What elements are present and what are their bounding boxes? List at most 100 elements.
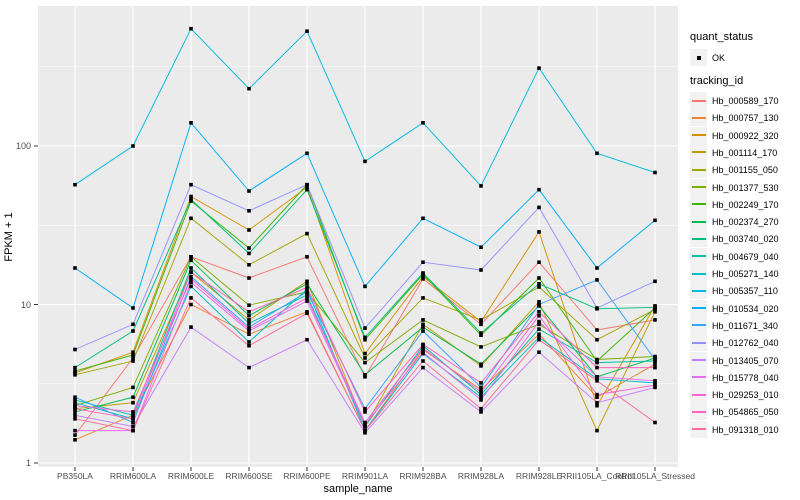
data-point [131, 329, 135, 333]
data-point [131, 359, 135, 363]
legend-item-label: Hb_001155_050 [712, 165, 778, 176]
data-point [73, 433, 77, 437]
y-tick-label: 100 [15, 141, 31, 151]
legend-item-label: Hb_091318_010 [712, 424, 779, 435]
data-point [131, 410, 135, 414]
data-point [363, 410, 367, 414]
x-tick-label: RRIM600LA [109, 471, 157, 481]
data-point [421, 318, 425, 322]
data-point [131, 395, 135, 399]
data-point [421, 121, 425, 125]
data-point [595, 278, 599, 282]
data-point [131, 420, 135, 425]
data-point [305, 182, 309, 187]
data-point [305, 285, 309, 290]
legend-item-label: Hb_000589_170 [712, 96, 779, 106]
data-point [73, 413, 77, 418]
legend-key-box [690, 403, 707, 421]
data-point [247, 327, 251, 331]
data-point [653, 365, 657, 370]
data-point [73, 403, 77, 408]
data-point [363, 326, 367, 330]
legend-key-box [690, 265, 707, 282]
data-point [189, 274, 193, 279]
data-point [537, 66, 541, 70]
data-point [537, 327, 541, 331]
line-glyph-icon [691, 116, 706, 119]
data-point [595, 428, 599, 433]
data-point [305, 29, 309, 33]
data-point [479, 318, 483, 322]
data-point [189, 26, 193, 31]
legend-key-box [690, 213, 707, 231]
data-point [305, 337, 309, 342]
data-point [653, 381, 657, 385]
data-point [537, 260, 541, 264]
data-point [653, 383, 657, 387]
data-point [189, 266, 193, 270]
data-point [73, 365, 77, 370]
legend-item-label: Hb_005271_140 [712, 269, 779, 279]
data-point [131, 350, 135, 354]
data-point [305, 185, 309, 189]
data-point [537, 313, 541, 318]
legend-item-label: Hb_000922_320 [712, 130, 779, 141]
data-point [247, 332, 251, 336]
data-point [131, 413, 135, 418]
data-point [537, 187, 541, 192]
data-point [479, 245, 483, 249]
x-tick-label: RRIM928LE [515, 471, 563, 481]
legend-key-box [690, 143, 707, 161]
data-point [305, 282, 309, 286]
data-point [73, 406, 77, 411]
data-point [421, 342, 425, 347]
line-glyph-icon [691, 203, 706, 206]
data-point [247, 86, 251, 91]
data-point [595, 328, 599, 332]
data-point [247, 340, 251, 344]
data-point [595, 365, 599, 370]
data-point [537, 332, 541, 336]
data-point [131, 322, 135, 327]
data-point [537, 300, 541, 304]
data-point [363, 351, 367, 356]
data-point [653, 379, 657, 383]
data-point [537, 230, 541, 234]
data-point [421, 296, 425, 300]
data-point [537, 276, 541, 280]
data-point [363, 431, 367, 435]
data-point [189, 121, 193, 125]
data-point [595, 151, 599, 156]
line-glyph-icon [691, 220, 706, 223]
line-glyph-icon [691, 289, 706, 292]
data-point [247, 313, 251, 318]
data-point [595, 375, 599, 379]
legend-item-label: Hb_010534_020 [712, 303, 779, 314]
legend-key-box [690, 49, 707, 66]
data-point [247, 276, 251, 280]
data-point [537, 310, 541, 314]
data-point [479, 398, 483, 402]
data-point [595, 403, 599, 408]
data-point [189, 302, 193, 307]
line-glyph-icon [691, 324, 706, 327]
data-point [595, 360, 599, 365]
data-point [189, 258, 193, 263]
data-point [363, 375, 367, 379]
x-tick-label: RRII105LA_Stressed [615, 471, 695, 481]
legend-title-quant-status: quant_status [690, 31, 753, 43]
data-point [595, 266, 599, 270]
data-point [537, 302, 541, 307]
data-point [247, 343, 251, 348]
data-point [363, 422, 367, 427]
data-point [363, 337, 367, 342]
y-tick-label: 1 [25, 458, 31, 468]
data-point [131, 424, 135, 429]
data-point [479, 387, 483, 392]
data-point [305, 279, 309, 284]
data-point [131, 353, 135, 357]
data-point [73, 398, 77, 402]
data-point [73, 182, 77, 187]
data-point [653, 362, 657, 366]
